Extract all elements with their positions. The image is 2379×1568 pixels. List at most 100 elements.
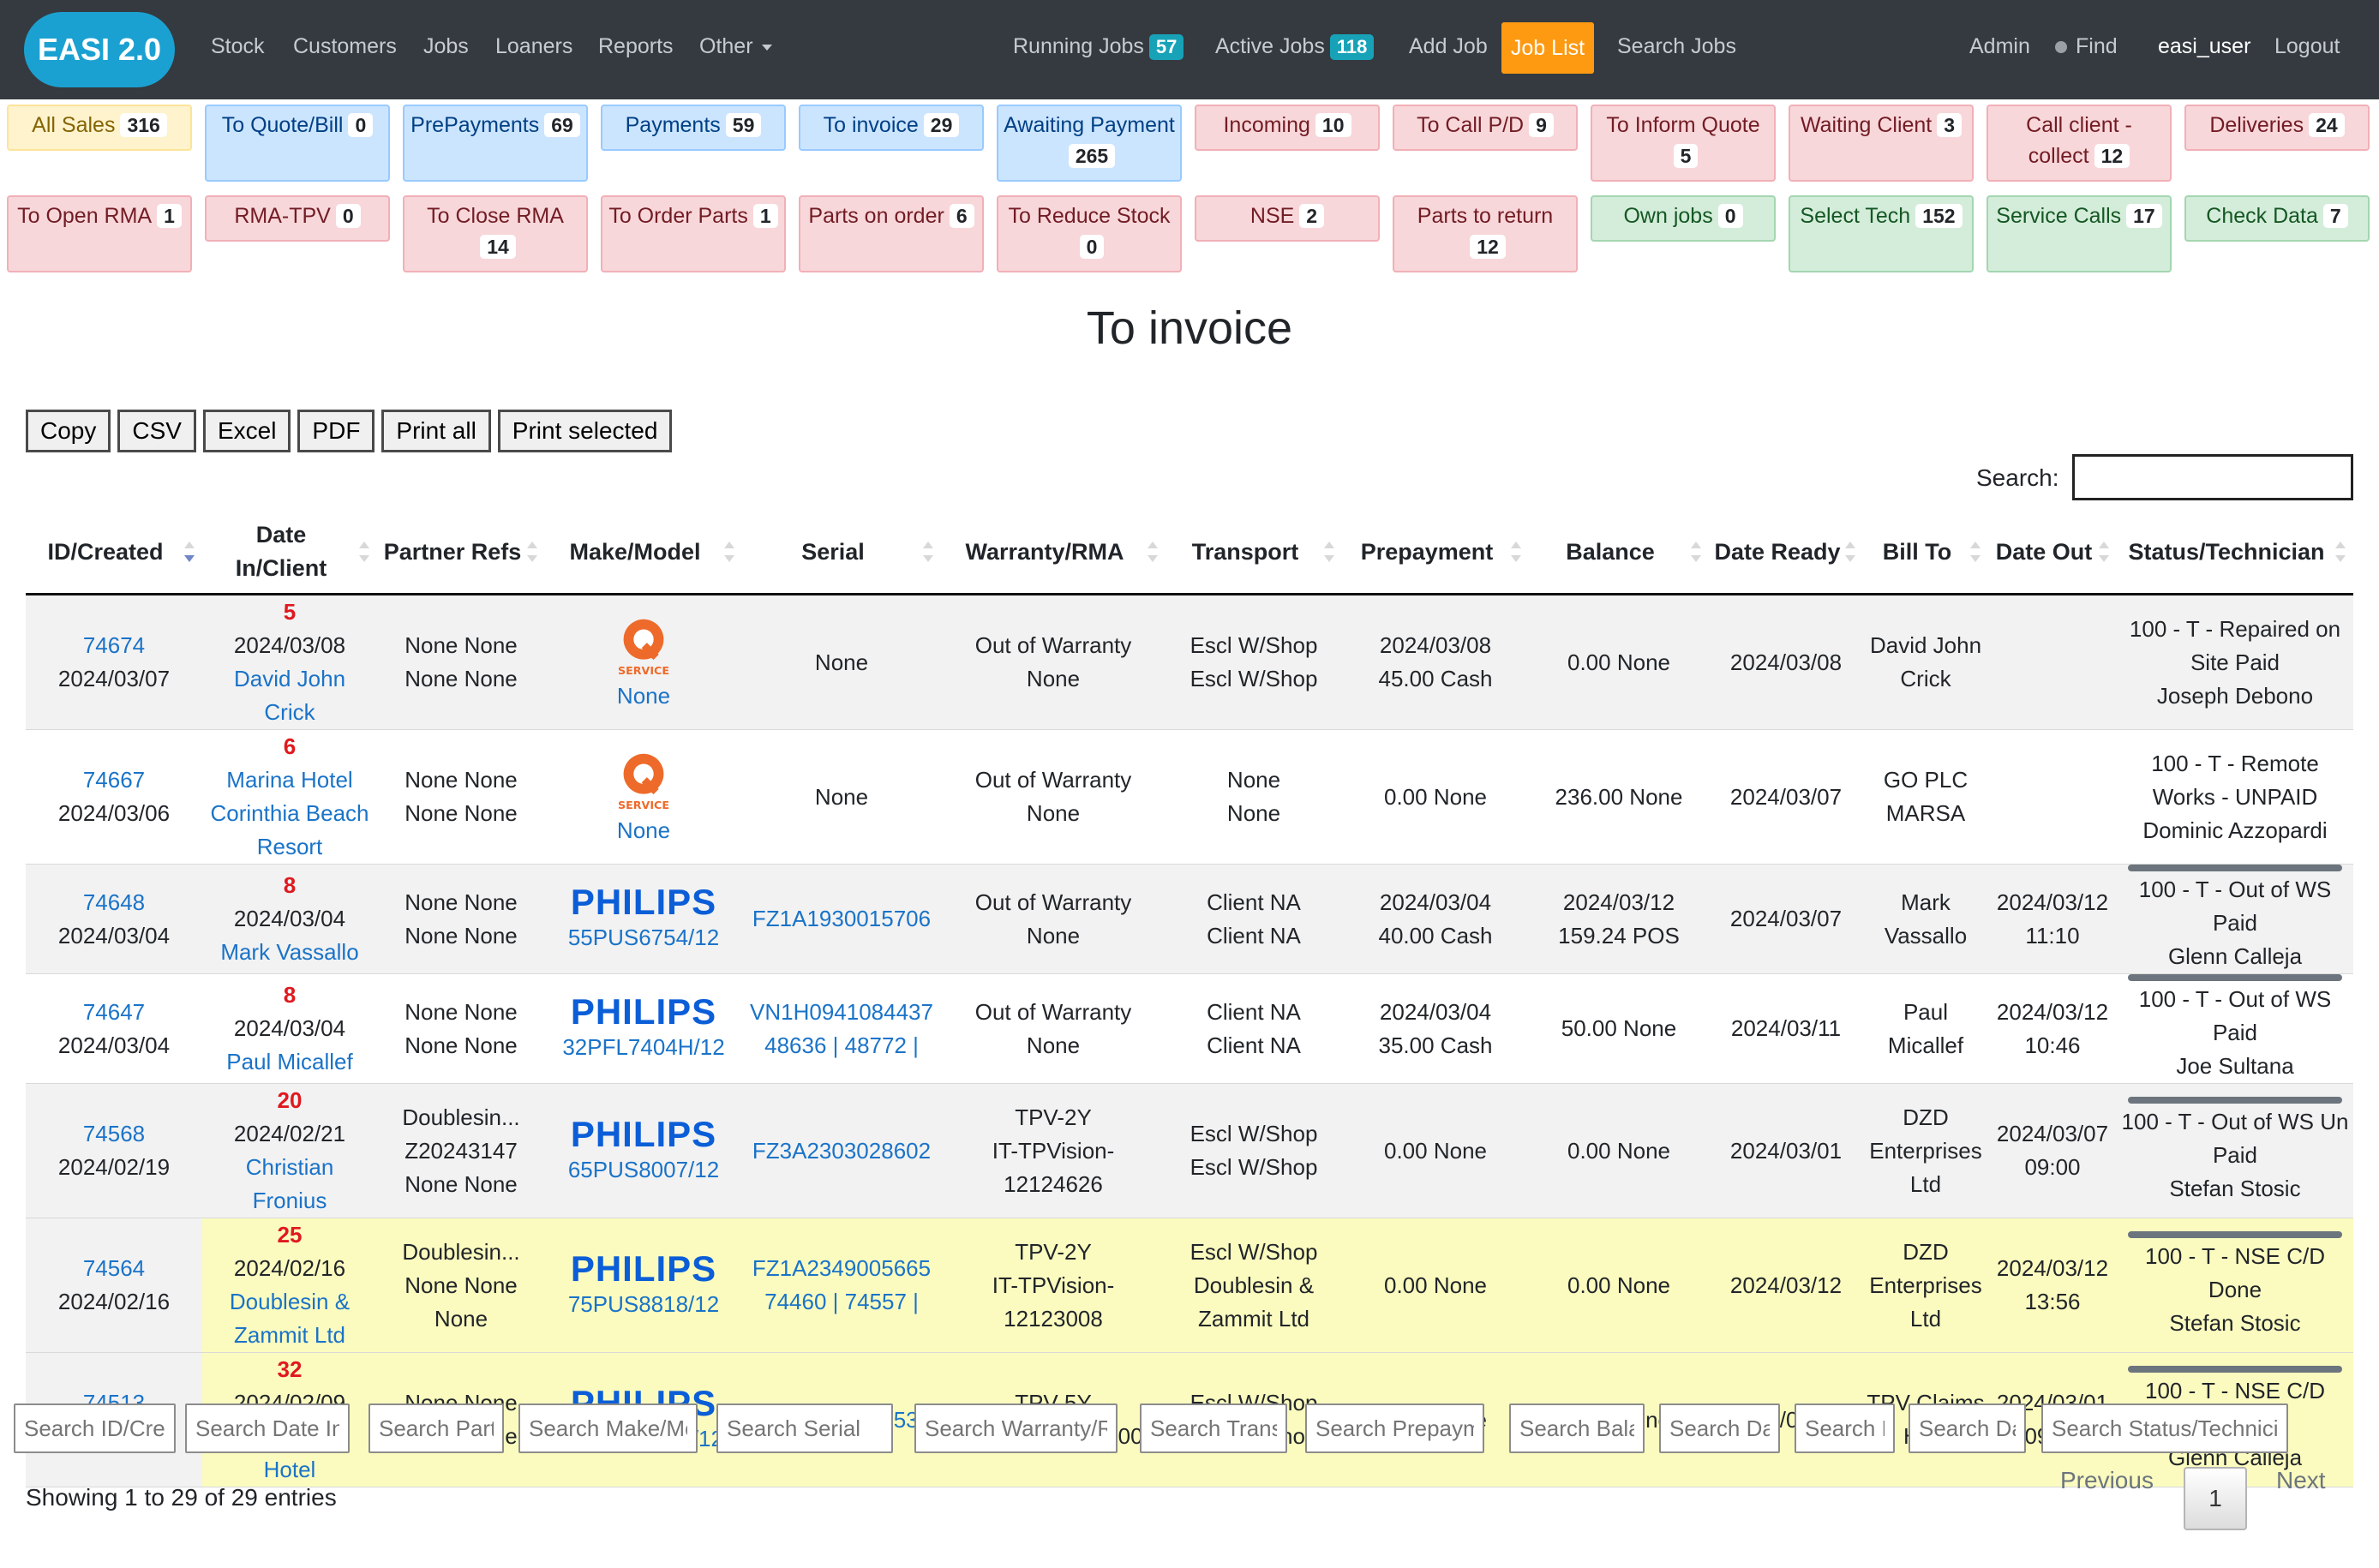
model-link[interactable]: 32PFL7404H/12 (562, 1034, 725, 1060)
filter-input[interactable] (914, 1403, 1118, 1453)
status-tile-to-invoice[interactable]: To invoice 29 (799, 105, 984, 151)
client-link[interactable]: Marina Hotel Corinthia Beach Resort (210, 767, 369, 859)
column-header[interactable]: ID/Created (26, 511, 202, 595)
client-link[interactable]: Paul Micallef (226, 1049, 353, 1074)
status-tile-check-data[interactable]: Check Data 7 (2184, 195, 2370, 242)
job-id-link[interactable]: 74674 (82, 632, 146, 658)
table-row[interactable]: 74648 2024/03/04 8 2024/03/04 Mark Vassallo N… (26, 864, 2353, 974)
status-tile-select-tech[interactable]: Select Tech 152 (1789, 195, 1974, 272)
filter-input[interactable] (1305, 1403, 1484, 1453)
nav-customers[interactable]: Customers (293, 34, 397, 58)
model-link[interactable]: 55PUS6754/12 (567, 925, 720, 950)
status-tile-rma-tpv[interactable]: RMA-TPV 0 (205, 195, 390, 242)
model-link[interactable]: 75PUS8818/12 (567, 1290, 720, 1317)
client-link[interactable]: Christian Fronius (245, 1154, 334, 1213)
status-tile-waiting-client[interactable]: Waiting Client 3 (1789, 105, 1974, 182)
job-id-link[interactable]: 74667 (82, 767, 146, 793)
job-id-link[interactable]: 74648 (82, 889, 146, 915)
status-tile-service-calls[interactable]: Service Calls 17 (1986, 195, 2172, 272)
copy-button[interactable]: Copy (26, 410, 111, 452)
nav-search-jobs[interactable]: Search Jobs (1617, 34, 1736, 58)
filter-input[interactable] (1140, 1403, 1287, 1453)
status-tile-parts-on-order[interactable]: Parts on order 6 (799, 195, 984, 272)
status-tile-prepayments[interactable]: PrePayments 69 (403, 105, 588, 182)
nav-admin[interactable]: Admin (1969, 34, 2030, 58)
column-header[interactable]: Date In/Client (202, 511, 377, 595)
linked-jobs[interactable]: 48636 | 48772 | (764, 1032, 919, 1058)
column-header[interactable]: Partner Refs (377, 511, 545, 595)
status-tile-awaiting-payment[interactable]: Awaiting Payment 265 (997, 105, 1182, 182)
nav-reports[interactable]: Reports (598, 34, 674, 58)
status-tile-nse[interactable]: NSE 2 (1195, 195, 1380, 242)
status-tile-to-quote-bill[interactable]: To Quote/Bill 0 (205, 105, 390, 182)
next-page-button[interactable]: Next (2276, 1467, 2326, 1493)
job-id-link[interactable]: 74647 (82, 998, 146, 1025)
status-tile-parts-to-return[interactable]: Parts to return 12 (1393, 195, 1578, 272)
nav-add-job[interactable]: Add Job (1409, 34, 1488, 58)
status-tile-to-reduce-stock[interactable]: To Reduce Stock 0 (997, 195, 1182, 272)
model-link[interactable]: None (616, 682, 671, 709)
linked-jobs[interactable]: 74460 | 74557 | (764, 1289, 919, 1314)
status-tile-incoming[interactable]: Incoming 10 (1195, 105, 1380, 151)
client-link[interactable]: David John Crick (233, 666, 346, 725)
print-selected-button[interactable]: Print selected (497, 410, 673, 452)
filter-input[interactable] (2041, 1403, 2288, 1453)
filter-input[interactable] (716, 1403, 893, 1453)
nav-find[interactable]: Find (2055, 34, 2118, 59)
filter-input[interactable] (518, 1403, 698, 1453)
status-tile-own-jobs[interactable]: Own jobs 0 (1591, 195, 1776, 242)
column-header[interactable]: Serial (742, 511, 941, 595)
status-tile-to-call-p-d[interactable]: To Call P/D 9 (1393, 105, 1578, 151)
nav-stock[interactable]: Stock (211, 34, 265, 58)
table-row[interactable]: 74564 2024/02/16 25 2024/02/16 Doublesin & Z… (26, 1218, 2353, 1353)
table-row[interactable]: 74647 2024/03/04 8 2024/03/04 Paul Micallef N… (26, 973, 2353, 1084)
column-header[interactable]: Status/Technician (2117, 511, 2353, 595)
status-tile-all-sales[interactable]: All Sales 316 (7, 105, 192, 151)
status-tile-to-close-rma[interactable]: To Close RMA 14 (403, 195, 588, 272)
column-header[interactable]: Warranty/RMA (941, 511, 1166, 595)
nav-active-jobs[interactable]: Active Jobs 118 (1215, 34, 1375, 60)
filter-input[interactable] (1509, 1403, 1645, 1453)
brand-logo[interactable]: EASI 2.0 (24, 12, 175, 87)
nav-other-dropdown[interactable]: Other (699, 34, 772, 59)
nav-running-jobs[interactable]: Running Jobs 57 (1013, 34, 1184, 60)
filter-input[interactable] (1909, 1403, 2026, 1453)
table-row[interactable]: 74568 2024/02/19 20 2024/02/21 Christian Fro… (26, 1083, 2353, 1218)
excel-button[interactable]: Excel (202, 410, 291, 452)
column-header[interactable]: Bill To (1863, 511, 1988, 595)
nav-jobs[interactable]: Jobs (423, 34, 469, 58)
pdf-button[interactable]: PDF (297, 410, 375, 452)
filter-input[interactable] (185, 1403, 350, 1453)
csv-button[interactable]: CSV (117, 410, 196, 452)
nav-logout[interactable]: Logout (2274, 34, 2340, 58)
serial-value[interactable]: VN1H0941084437 (750, 998, 933, 1025)
nav-user[interactable]: easi_user (2158, 34, 2251, 58)
status-tile-to-order-parts[interactable]: To Order Parts 1 (601, 195, 786, 272)
column-header[interactable]: Date Out (1988, 511, 2117, 595)
table-row[interactable]: 74667 2024/03/06 6 Marina Hotel Corinthia B… (26, 729, 2353, 865)
serial-value[interactable]: FZ1A2349005665 (752, 1255, 932, 1281)
status-tile-to-inform-quote[interactable]: To Inform Quote 5 (1591, 105, 1776, 182)
status-tile-to-open-rma[interactable]: To Open RMA 1 (7, 195, 192, 272)
column-header[interactable]: Balance (1529, 511, 1709, 595)
nav-loaners[interactable]: Loaners (495, 34, 573, 58)
model-link[interactable]: None (616, 817, 671, 843)
filter-input[interactable] (1795, 1403, 1895, 1453)
serial-value[interactable]: FZ1A1930015706 (752, 906, 932, 931)
previous-page-button[interactable]: Previous (2060, 1467, 2154, 1493)
table-search-input[interactable] (2072, 454, 2353, 500)
status-tile-deliveries[interactable]: Deliveries 24 (2184, 105, 2370, 151)
table-row[interactable]: 74674 2024/03/07 5 2024/03/08 David John Cri… (26, 594, 2353, 730)
status-tile-payments[interactable]: Payments 59 (601, 105, 786, 151)
job-id-link[interactable]: 74568 (82, 1121, 146, 1146)
status-tile-call-client-collect[interactable]: Call client - collect 12 (1986, 105, 2172, 182)
client-link[interactable]: Mark Vassallo (220, 939, 359, 965)
nav-job-list[interactable]: Job List (1501, 22, 1594, 74)
filter-input[interactable] (1659, 1403, 1780, 1453)
column-header[interactable]: Transport (1166, 511, 1342, 595)
job-id-link[interactable]: 74564 (82, 1255, 146, 1281)
column-header[interactable]: Make/Model (545, 511, 742, 595)
column-header[interactable]: Date Ready (1709, 511, 1863, 595)
filter-input[interactable] (14, 1403, 176, 1453)
print-all-button[interactable]: Print all (381, 410, 491, 452)
